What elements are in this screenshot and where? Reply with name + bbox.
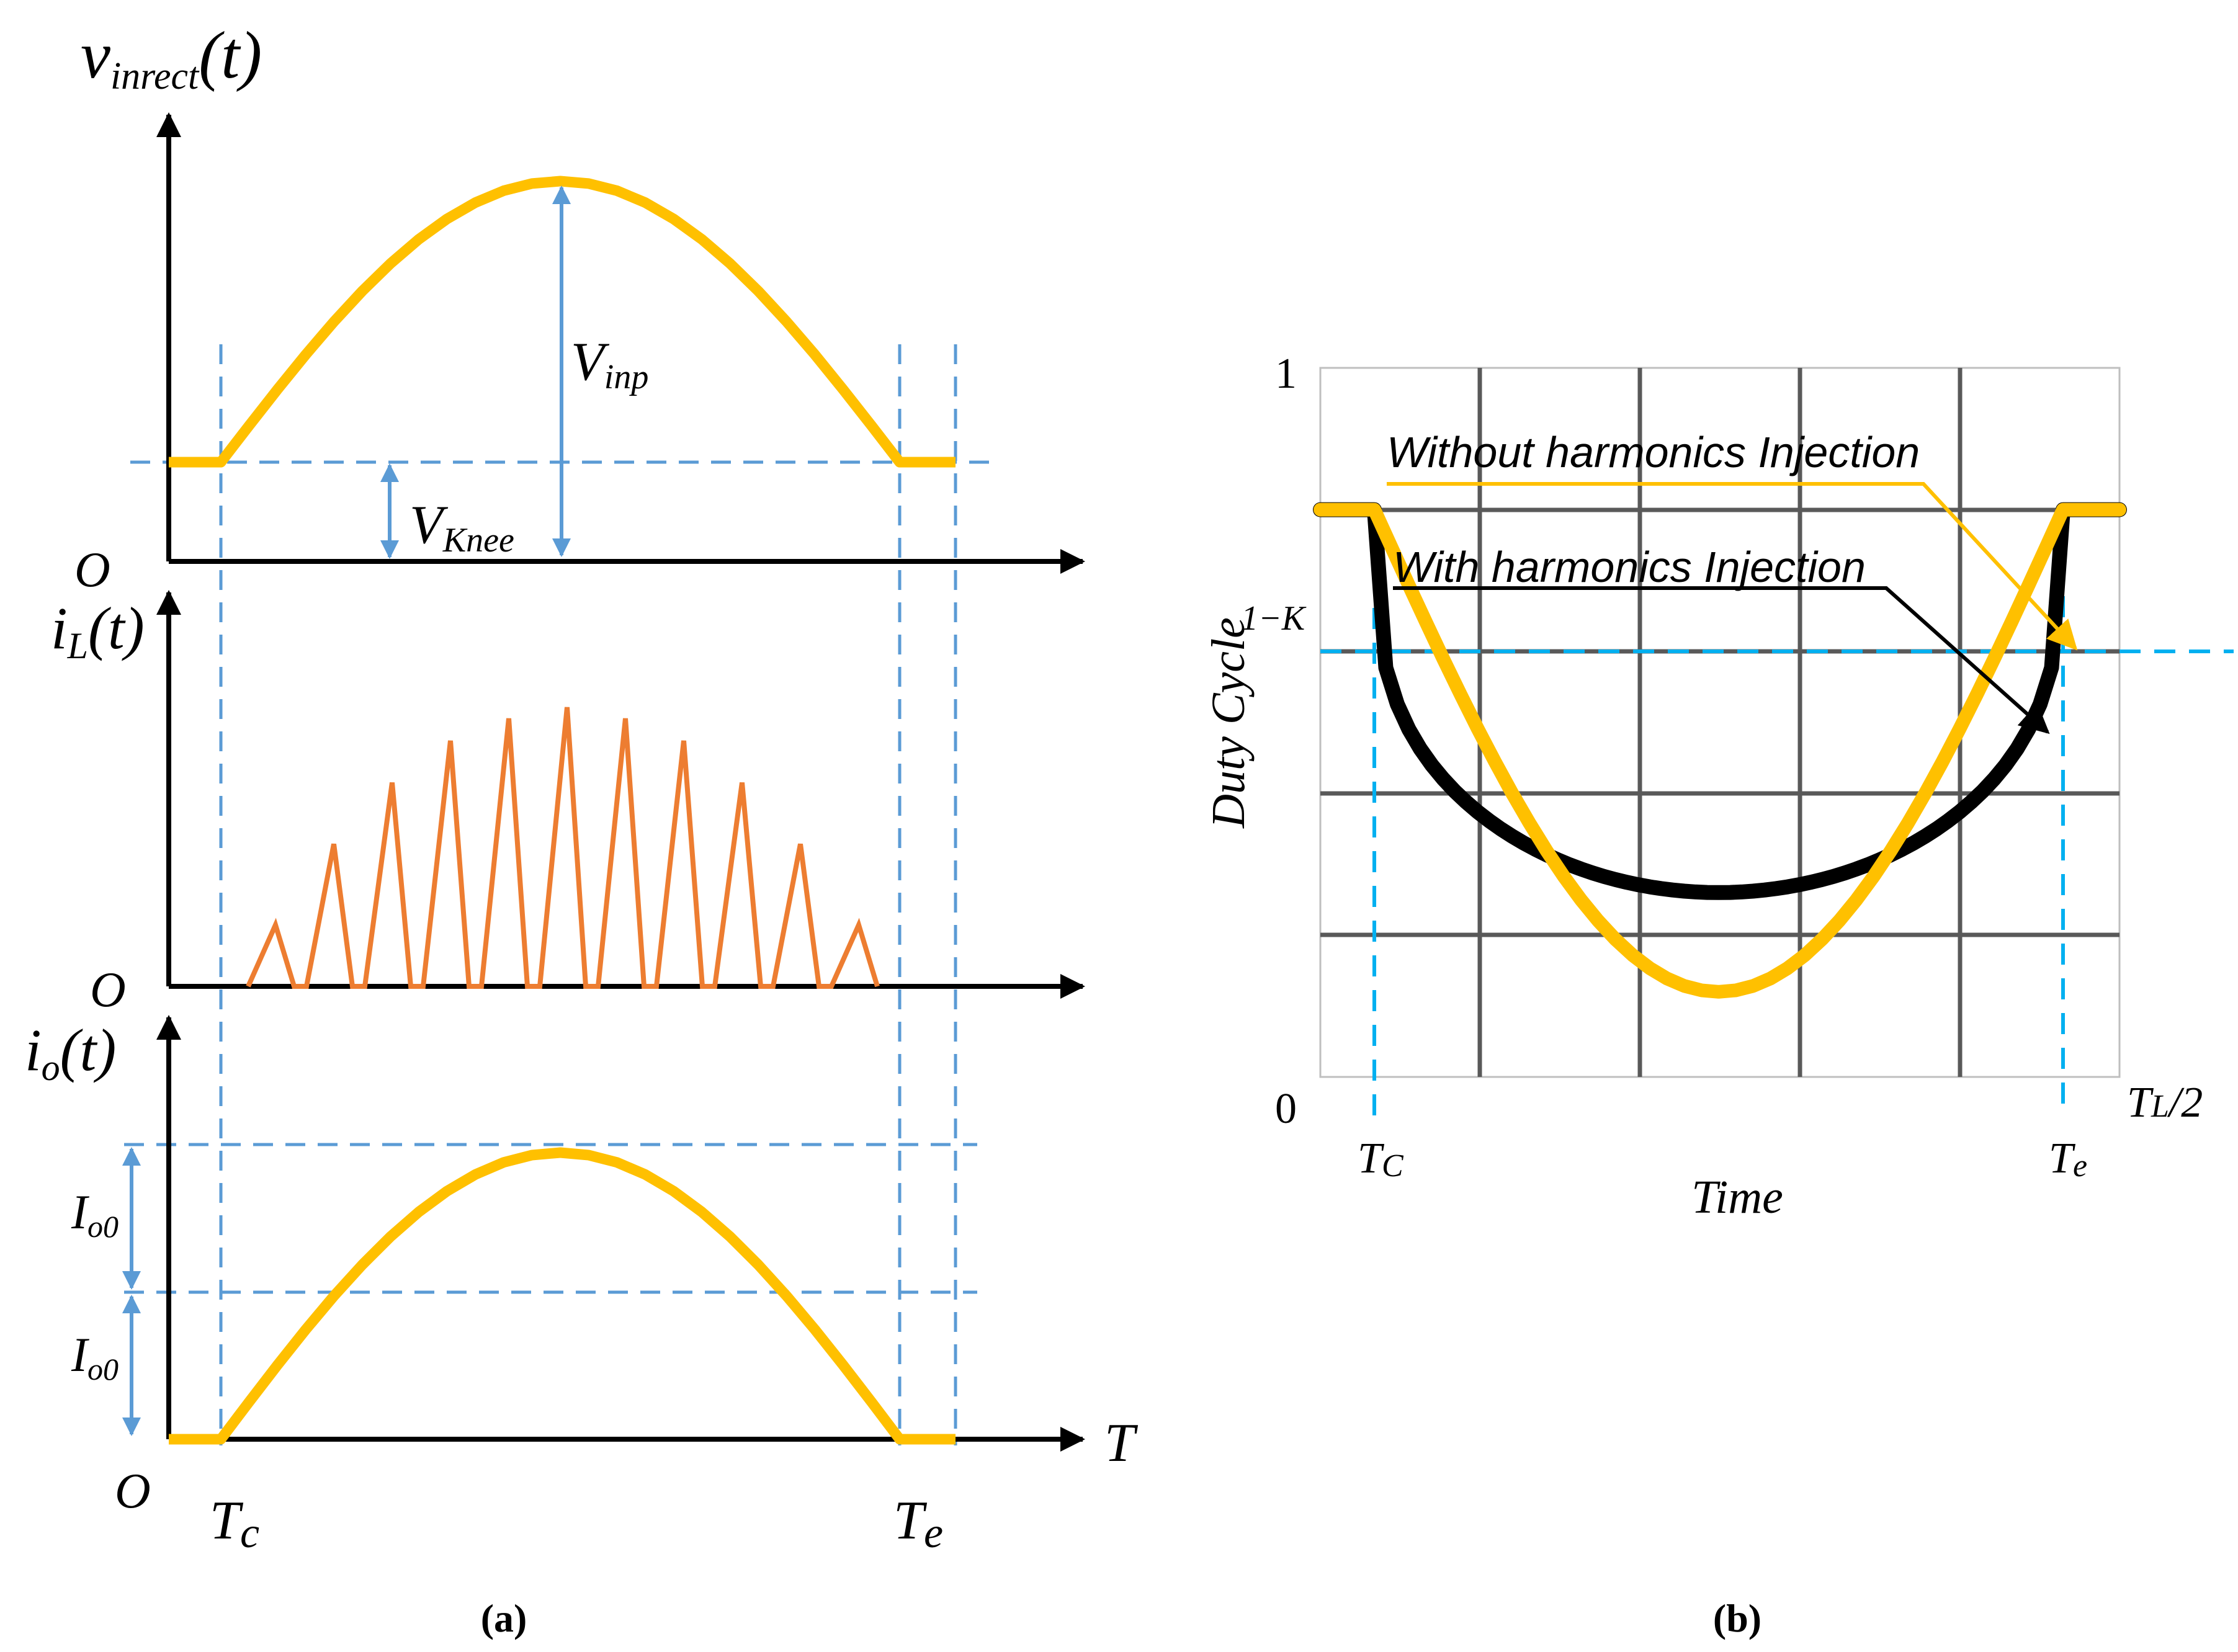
te-label: Te xyxy=(893,1491,943,1557)
t-axis-label: T xyxy=(1104,1413,1139,1473)
io-label: io(t) xyxy=(25,1017,116,1088)
plot-b-frame xyxy=(1319,367,2121,1078)
panel-b: Without harmonics Injection With harmoni… xyxy=(1202,350,2234,1640)
panel-a: vinrect(t) iL(t) io(t) O O O T Tc Te Vin… xyxy=(25,19,1139,1640)
with-harmonics-curve xyxy=(1313,502,2127,900)
vknee-label: VKnee xyxy=(410,495,514,560)
il-spikes xyxy=(246,707,880,989)
origin-label-il: O xyxy=(90,963,126,1017)
y-zero-label: 0 xyxy=(1275,1085,1297,1133)
without-harmonics-curve xyxy=(1314,502,2126,999)
tl2-label: TL/2 xyxy=(2127,1079,2203,1127)
tc-label: Tc xyxy=(210,1491,259,1557)
io0-lower-label: Io0 xyxy=(71,1328,119,1386)
duty-cycle-label: Duty Cycle xyxy=(1202,617,1255,829)
time-label: Time xyxy=(1691,1171,1783,1223)
v-inrect-label: vinrect(t) xyxy=(81,19,262,97)
origin-label-v: O xyxy=(74,543,110,597)
io0-upper-label: Io0 xyxy=(71,1185,119,1244)
with-leader-line xyxy=(1393,586,2050,734)
il-label: iL(t) xyxy=(51,595,145,666)
caption-b: (b) xyxy=(1713,1596,1761,1640)
one-minus-k-label: 1−K xyxy=(1241,599,1307,638)
legend-with: With harmonics Injection xyxy=(1393,543,1866,591)
caption-a: (a) xyxy=(481,1596,527,1640)
vinp-label: Vinp xyxy=(571,332,648,396)
te-b-label: Te xyxy=(2049,1135,2087,1184)
origin-label-io: O xyxy=(115,1464,151,1519)
tc-b-label: TC xyxy=(1358,1135,1404,1184)
without-leader-line xyxy=(1387,482,2078,651)
v-inrect-curve xyxy=(169,176,956,468)
io-curve xyxy=(169,1147,956,1445)
y-top-label: 1 xyxy=(1275,350,1297,398)
legend-without: Without harmonics Injection xyxy=(1387,428,1920,476)
